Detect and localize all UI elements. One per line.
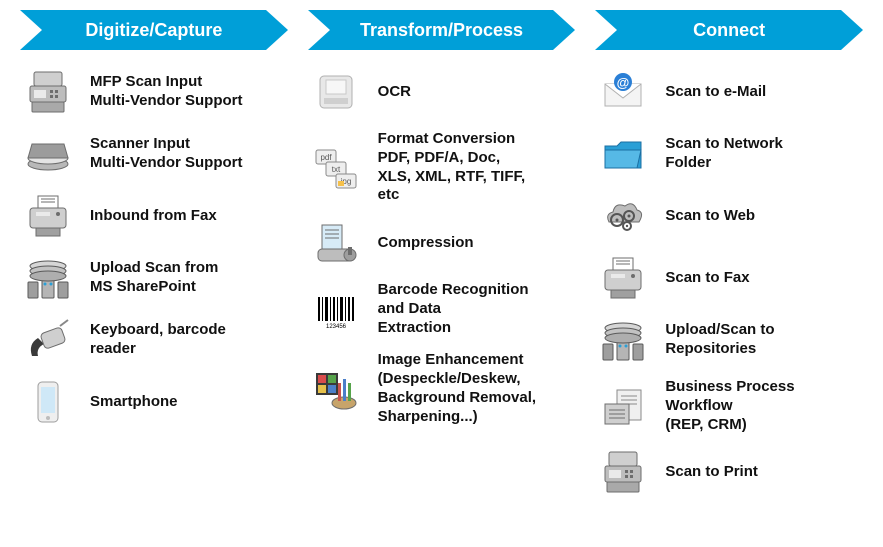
arrow-tip-icon	[553, 10, 575, 50]
compress-icon	[308, 219, 364, 267]
item-label: Upload/Scan toRepositories	[665, 321, 774, 359]
item-label: Keyboard, barcodereader	[90, 321, 226, 359]
item-fax-out: Scan to Fax	[595, 254, 863, 302]
arrow-tip-icon	[841, 10, 863, 50]
item-label: Barcode Recognitionand DataExtraction	[378, 281, 529, 337]
item-scanner: Scanner InputMulti-Vendor Support	[20, 130, 288, 178]
item-label: Upload Scan fromMS SharePoint	[90, 259, 218, 297]
item-web: Scan to Web	[595, 192, 863, 240]
item-label: Business ProcessWorkflow(REP, CRM)	[665, 378, 794, 434]
item-compress: Compression	[308, 219, 576, 267]
item-label: MFP Scan InputMulti-Vendor Support	[90, 73, 242, 111]
item-mfp: MFP Scan InputMulti-Vendor Support	[20, 68, 288, 116]
scanner-icon	[20, 130, 76, 178]
item-print: Scan to Print	[595, 448, 863, 496]
fax-icon	[595, 254, 651, 302]
item-label: Scan to Fax	[665, 269, 749, 288]
arrow-tip-icon	[266, 10, 288, 50]
workflow-icon	[595, 382, 651, 430]
item-label: Scanner InputMulti-Vendor Support	[90, 135, 242, 173]
smartphone-icon	[20, 378, 76, 426]
item-label: Smartphone	[90, 393, 178, 412]
arrow-notch-icon	[20, 10, 42, 50]
item-sharepoint: Upload Scan fromMS SharePoint	[20, 254, 288, 302]
servers-icon	[20, 254, 76, 302]
mfp-icon	[595, 448, 651, 496]
item-repositories: Upload/Scan toRepositories	[595, 316, 863, 364]
arrow-label: Transform/Process	[308, 10, 554, 50]
item-image-enhance: Image Enhancement(Despeckle/Deskew,Backg…	[308, 351, 576, 426]
item-label: Scan to Web	[665, 207, 755, 226]
item-barcode: Barcode Recognitionand DataExtraction	[308, 281, 576, 337]
column-digitize: Digitize/Capture MFP Scan InputMulti-Ven…	[20, 10, 288, 510]
item-label: Format ConversionPDF, PDF/A, Doc,XLS, XM…	[378, 130, 526, 205]
column-connect: Connect Scan to e-Mail Scan to NetworkFo…	[595, 10, 863, 510]
column-transform: Transform/Process OCR Format ConversionP…	[308, 10, 576, 510]
image-enhance-icon	[308, 365, 364, 413]
arrow-header-transform: Transform/Process	[308, 10, 576, 50]
item-label: Scan to NetworkFolder	[665, 135, 783, 173]
format-icon	[308, 144, 364, 192]
item-label: Image Enhancement(Despeckle/Deskew,Backg…	[378, 351, 536, 426]
item-format: Format ConversionPDF, PDF/A, Doc,XLS, XM…	[308, 130, 576, 205]
arrow-label: Connect	[595, 10, 841, 50]
item-smartphone: Smartphone	[20, 378, 288, 426]
arrow-header-connect: Connect	[595, 10, 863, 50]
arrow-label: Digitize/Capture	[20, 10, 266, 50]
item-folder: Scan to NetworkFolder	[595, 130, 863, 178]
barcode-icon	[308, 285, 364, 333]
item-label: Inbound from Fax	[90, 207, 217, 226]
servers-icon	[595, 316, 651, 364]
item-ocr: OCR	[308, 68, 576, 116]
item-workflow: Business ProcessWorkflow(REP, CRM)	[595, 378, 863, 434]
fax-icon	[20, 192, 76, 240]
columns-container: Digitize/Capture MFP Scan InputMulti-Ven…	[20, 10, 863, 510]
arrow-notch-icon	[595, 10, 617, 50]
item-barcode-reader: Keyboard, barcodereader	[20, 316, 288, 364]
item-label: Scan to Print	[665, 463, 758, 482]
web-icon	[595, 192, 651, 240]
mfp-icon	[20, 68, 76, 116]
barcode-reader-icon	[20, 316, 76, 364]
folder-icon	[595, 130, 651, 178]
arrow-notch-icon	[308, 10, 330, 50]
item-fax-in: Inbound from Fax	[20, 192, 288, 240]
item-label: Scan to e-Mail	[665, 83, 766, 102]
arrow-header-digitize: Digitize/Capture	[20, 10, 288, 50]
item-label: OCR	[378, 83, 411, 102]
email-icon	[595, 68, 651, 116]
ocr-icon	[308, 68, 364, 116]
item-label: Compression	[378, 234, 474, 253]
item-email: Scan to e-Mail	[595, 68, 863, 116]
